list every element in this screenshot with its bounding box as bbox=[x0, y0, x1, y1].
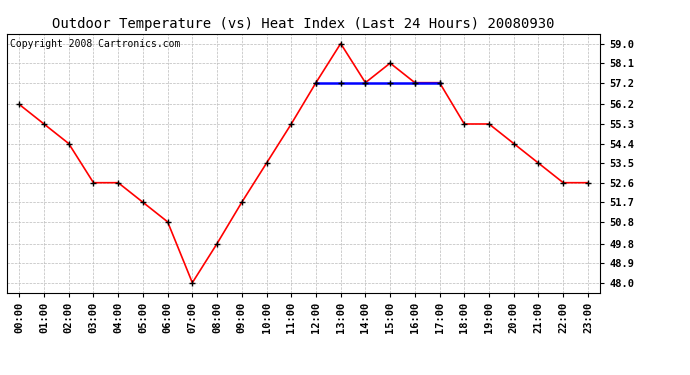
Text: Copyright 2008 Cartronics.com: Copyright 2008 Cartronics.com bbox=[10, 39, 180, 49]
Title: Outdoor Temperature (vs) Heat Index (Last 24 Hours) 20080930: Outdoor Temperature (vs) Heat Index (Las… bbox=[52, 17, 555, 31]
